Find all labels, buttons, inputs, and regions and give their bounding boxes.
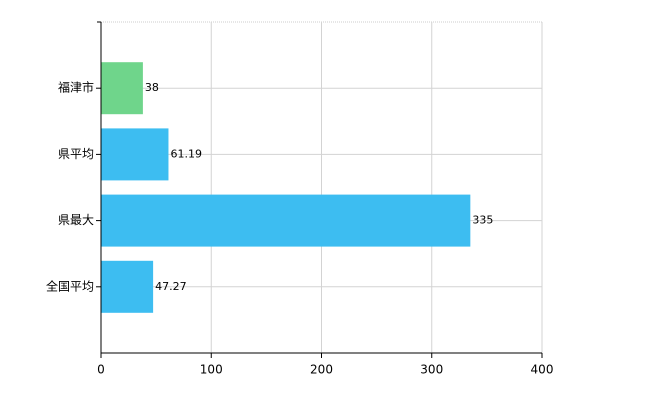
bar [101, 62, 143, 115]
value-label: 47.27 [155, 280, 187, 293]
x-tick-label: 100 [200, 363, 223, 377]
bar [101, 128, 169, 181]
x-tick-label: 400 [531, 363, 554, 377]
y-tick-label: 福津市 [58, 80, 94, 95]
value-label: 61.19 [170, 147, 202, 160]
x-tick-label: 300 [420, 363, 443, 377]
x-tick-label: 200 [310, 363, 333, 377]
value-label: 335 [472, 214, 493, 227]
y-tick-label: 県平均 [58, 147, 94, 161]
bar [101, 260, 154, 313]
y-tick-label: 県最大 [58, 213, 94, 227]
value-label: 38 [145, 81, 159, 94]
bar [101, 194, 471, 247]
x-tick-label: 0 [97, 363, 105, 377]
y-tick-label: 全国平均 [46, 278, 94, 293]
